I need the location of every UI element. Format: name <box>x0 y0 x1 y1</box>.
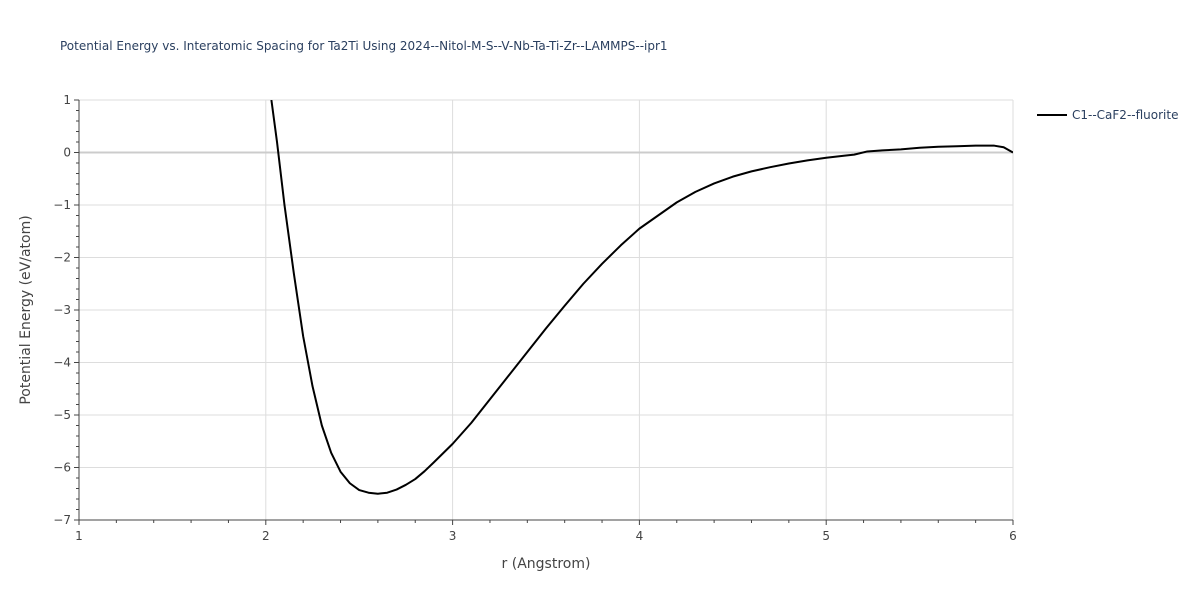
x-tick-label: 2 <box>262 529 270 543</box>
series-layer <box>270 100 1013 495</box>
x-tick-label: 1 <box>75 529 83 543</box>
axes <box>74 99 1014 525</box>
chart-title: Potential Energy vs. Interatomic Spacing… <box>60 39 668 53</box>
y-tick-label: 0 <box>63 146 71 160</box>
legend[interactable]: C1--CaF2--fluorite <box>1037 108 1178 122</box>
y-axis-title: Potential Energy (eV/atom) <box>18 215 34 404</box>
y-tick-label: −6 <box>53 461 71 475</box>
tick-labels: 1 2 3 4 5 6 1 0 −1 −2 −3 −4 −5 −6 −7 <box>53 93 1017 543</box>
x-axis-title: r (Angstrom) <box>502 556 591 572</box>
y-tick-label: −5 <box>53 408 71 422</box>
legend-label: C1--CaF2--fluorite <box>1072 108 1178 122</box>
y-tick-label: −3 <box>53 303 71 317</box>
y-tick-label: 1 <box>63 93 71 107</box>
x-tick-label: 5 <box>822 529 830 543</box>
series-line <box>270 100 1013 495</box>
grid <box>79 99 1014 520</box>
y-tick-label: −2 <box>53 251 71 265</box>
x-tick-label: 6 <box>1009 529 1017 543</box>
y-tick-label: −1 <box>53 198 71 212</box>
y-tick-label: −4 <box>53 356 71 370</box>
y-tick-label: −7 <box>53 513 71 527</box>
x-tick-label: 3 <box>449 529 457 543</box>
x-tick-label: 4 <box>636 529 644 543</box>
